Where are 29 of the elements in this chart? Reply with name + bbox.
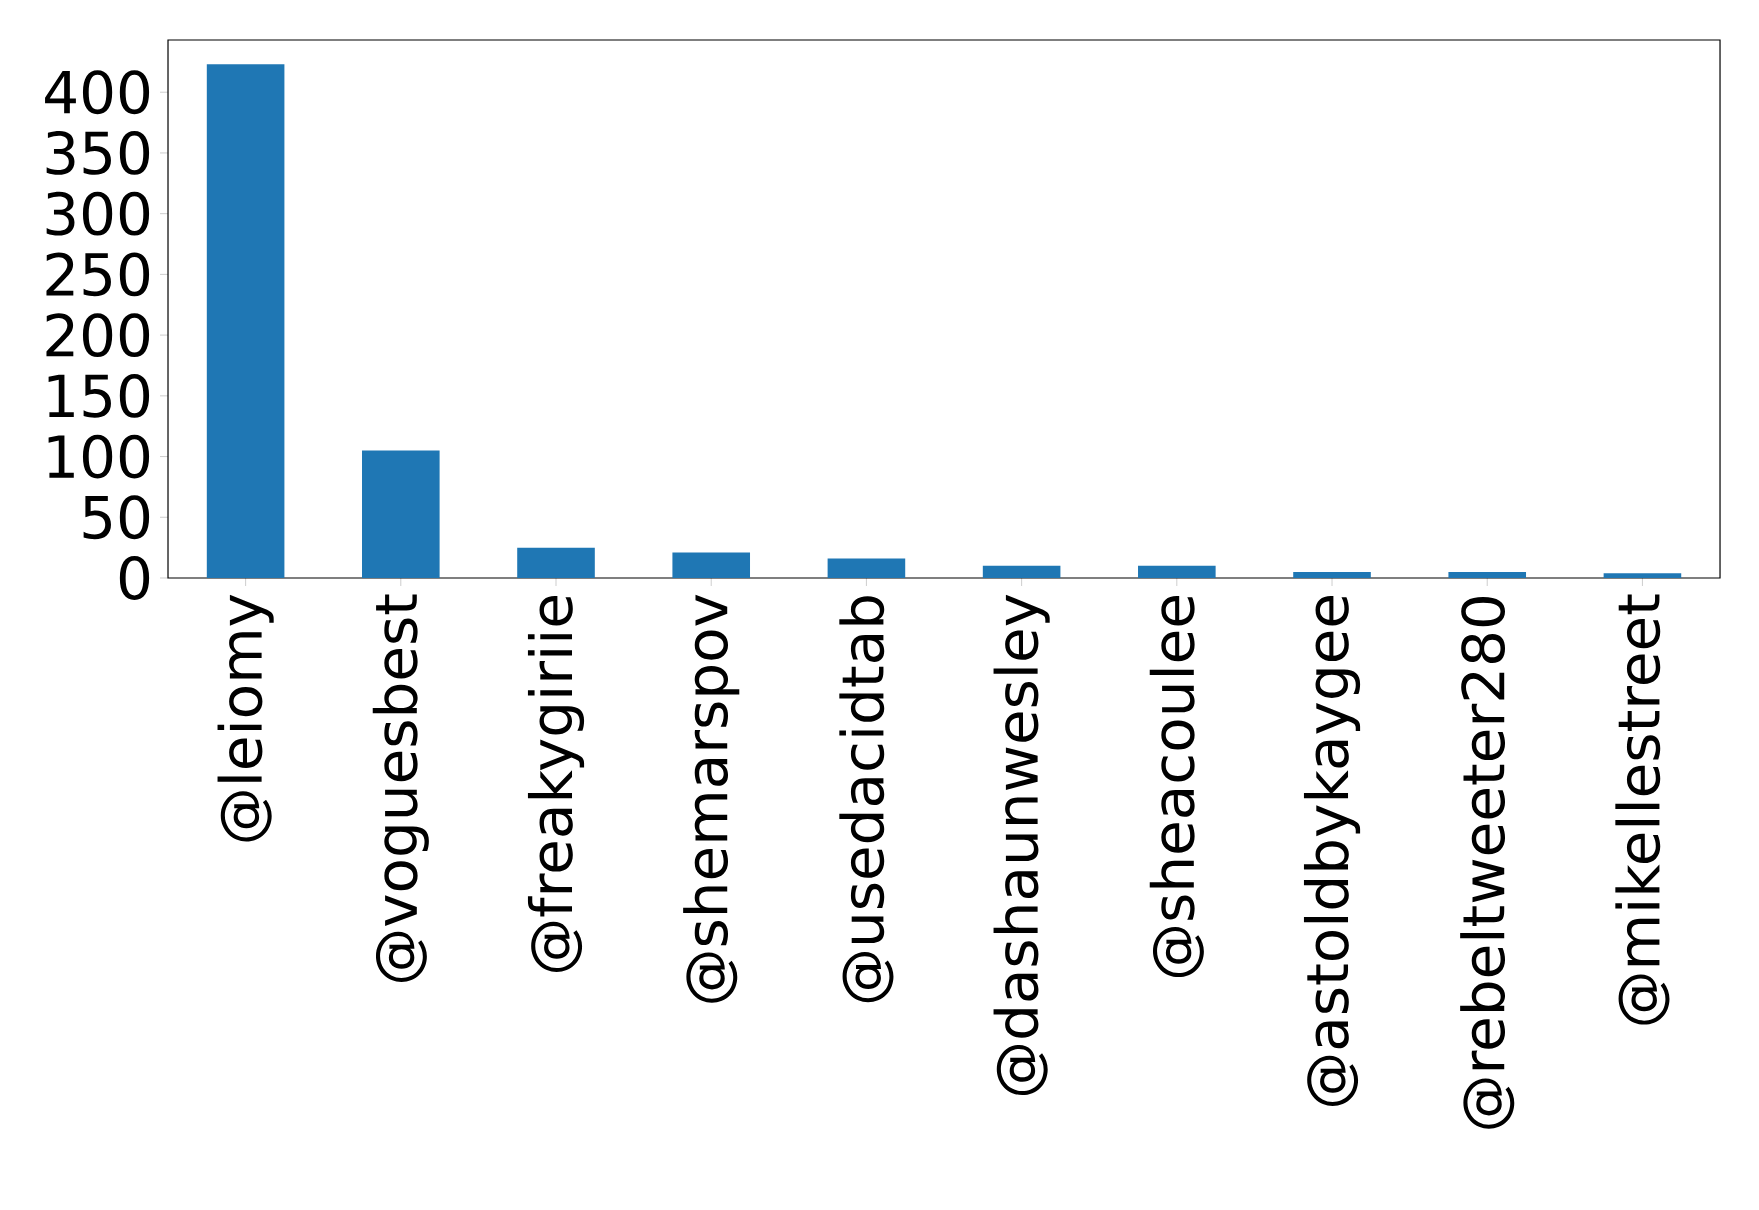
x-tick-label: @usedacidtab xyxy=(839,596,894,1003)
bar xyxy=(672,552,751,578)
bar xyxy=(1293,571,1371,578)
y-tick-label: 400 xyxy=(45,70,150,115)
bar xyxy=(827,558,906,578)
y-tick-label: 150 xyxy=(48,373,150,418)
bar xyxy=(517,547,595,578)
x-tick-label: @astoldbykaygee xyxy=(1303,596,1361,1106)
x-tick-label: @leiomy xyxy=(217,594,274,842)
x-tick-label: @freakygiriie xyxy=(527,596,585,972)
x-tick-label: @voguesbest xyxy=(372,594,429,982)
bar xyxy=(982,565,1061,578)
y-tick-label: 200 xyxy=(46,313,150,358)
x-tick-label: @dashaunwesley xyxy=(993,594,1050,1096)
y-tick-label: 350 xyxy=(46,131,150,175)
bar xyxy=(362,450,440,578)
x-tick-label: @mikellestreet xyxy=(1615,594,1670,1025)
y-tick-label: 300 xyxy=(46,191,150,236)
bar xyxy=(1138,565,1216,578)
x-tick-label: @rebeltweeter280 xyxy=(1460,596,1515,1129)
bar xyxy=(1603,573,1682,578)
bar xyxy=(206,64,285,578)
bar xyxy=(1448,571,1527,578)
y-tick-label: 250 xyxy=(46,252,150,297)
y-tick-label: 100 xyxy=(48,434,150,479)
y-tick-label: 0 xyxy=(119,556,150,600)
x-tick-label: @sheacoulee xyxy=(1149,596,1204,978)
x-tick-label: @shemarspov xyxy=(683,594,740,1003)
y-tick-label: 50 xyxy=(83,495,150,540)
